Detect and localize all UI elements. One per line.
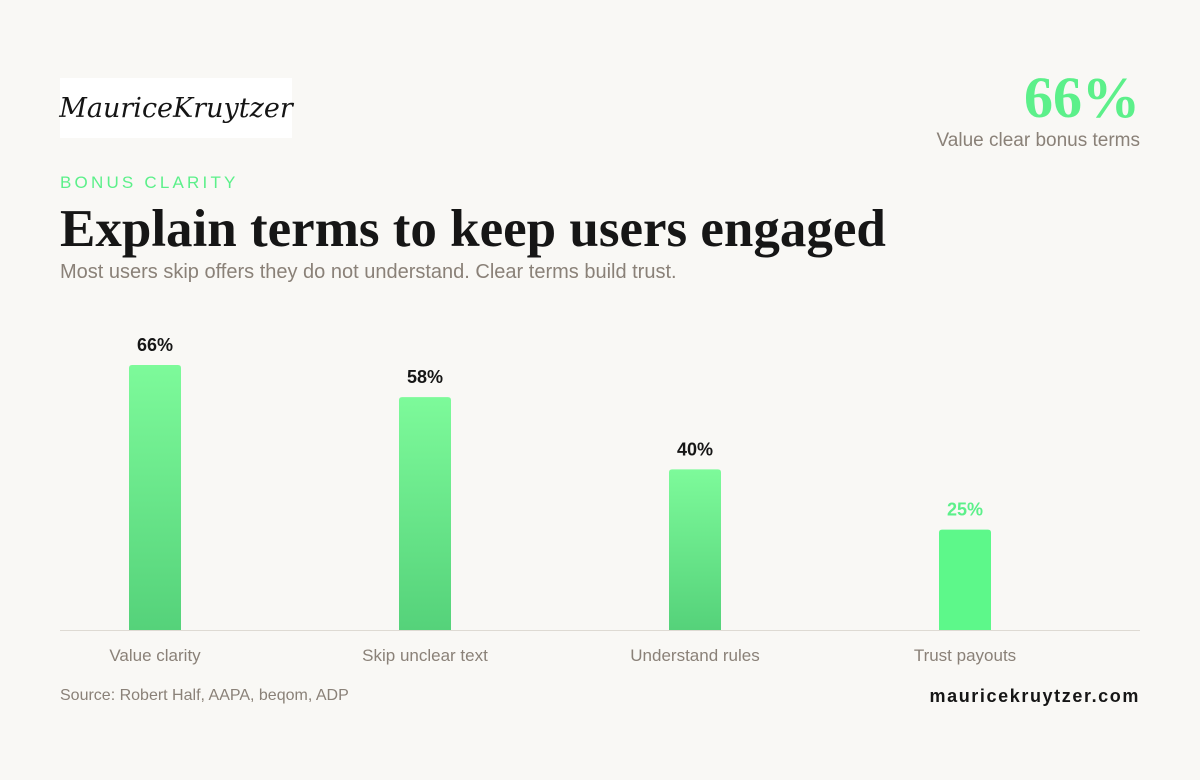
eyebrow-label: BONUS CLARITY	[60, 173, 239, 192]
bar-value-label-2: 40%	[677, 439, 713, 459]
bar-value-label-0: 66%	[137, 335, 173, 355]
category-label-2: Understand rules	[630, 646, 759, 665]
bar-0	[129, 365, 181, 630]
brand-logo-text: MauriceKruytzer	[59, 92, 293, 124]
category-label-3: Trust payouts	[914, 646, 1016, 665]
page-title: Explain terms to keep users engaged	[60, 200, 886, 258]
kpi-callout: 66% Value clear bonus terms	[937, 66, 1140, 152]
source-note: Source: Robert Half, AAPA, beqom, ADP	[60, 687, 349, 704]
bars-group	[129, 365, 991, 630]
page-subtitle: Most users skip offers they do not under…	[60, 261, 677, 283]
labels-group: 66% Value clarity 58% Skip unclear text 40% U…	[109, 335, 1016, 665]
bar-1	[399, 397, 451, 630]
category-label-1: Skip unclear text	[362, 646, 488, 665]
bar-2	[669, 469, 721, 630]
kpi-value: 66%	[1024, 65, 1140, 130]
site-url: mauricekruytzer.com	[929, 686, 1140, 706]
brand-logo: MauriceKruytzer	[59, 78, 293, 138]
bar-value-label-1: 58%	[407, 367, 443, 387]
category-label-0: Value clarity	[109, 646, 201, 665]
bar-3	[939, 529, 991, 630]
kpi-label: Value clear bonus terms	[936, 130, 1140, 151]
bar-value-label-3: 25%	[947, 500, 983, 520]
